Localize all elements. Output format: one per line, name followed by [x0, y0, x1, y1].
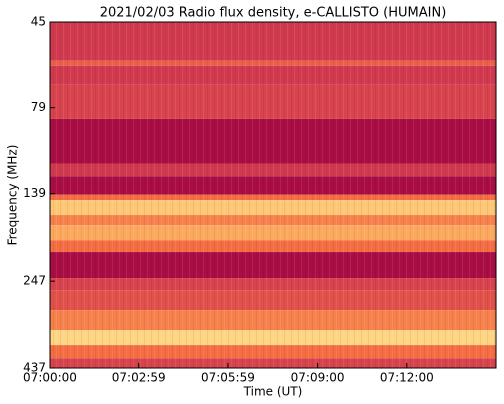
x-tick-label: 07:02:59 — [112, 371, 166, 385]
x-axis-label: Time (UT) — [243, 385, 303, 399]
y-axis-label: Frequency (MHz) — [6, 145, 20, 246]
x-tick-label: 07:05:59 — [201, 371, 255, 385]
plot-frame — [49, 21, 497, 369]
chart-title: 2021/02/03 Radio flux density, e-CALLIST… — [100, 6, 447, 21]
y-tick-label: 247 — [23, 274, 46, 288]
y-tick-label: 45 — [31, 15, 46, 29]
x-tick-label: 07:09:00 — [291, 371, 345, 385]
y-tick-label: 437 — [23, 361, 46, 375]
y-tick-label: 79 — [31, 100, 46, 114]
x-tick-label: 07:00:00 — [23, 371, 77, 385]
texture — [50, 22, 496, 368]
y-tick-label: 139 — [23, 186, 46, 200]
x-tick-label: 07:12:00 — [380, 371, 434, 385]
